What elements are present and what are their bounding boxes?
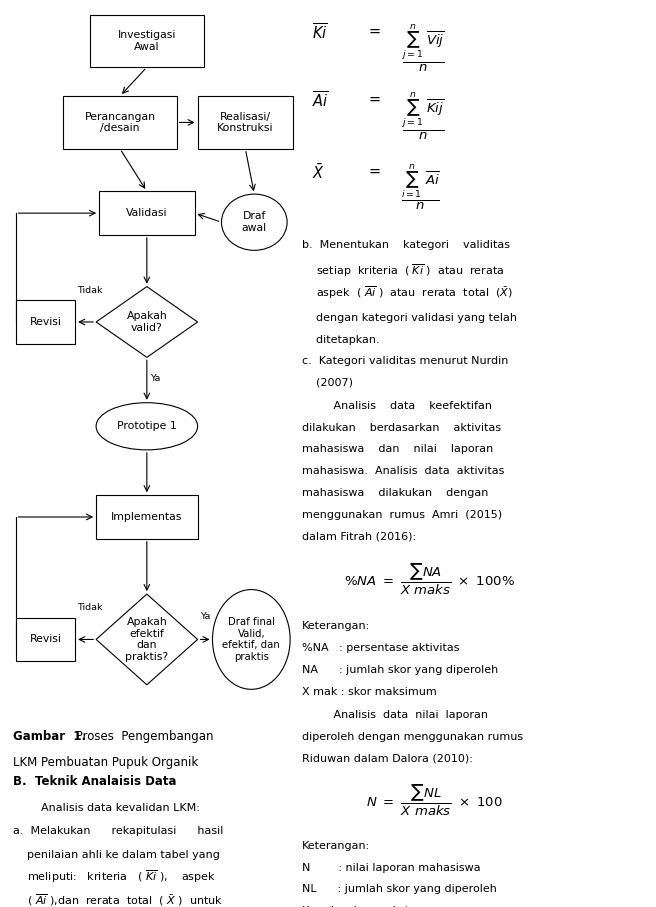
Text: menggunakan  rumus  Amri  (2015): menggunakan rumus Amri (2015) (302, 510, 502, 520)
Text: $=$: $=$ (365, 163, 381, 179)
Text: %NA   : persentase aktivitas: %NA : persentase aktivitas (302, 643, 459, 653)
Text: NA      : jumlah skor yang diperoleh: NA : jumlah skor yang diperoleh (302, 665, 498, 675)
Ellipse shape (222, 194, 287, 250)
Text: (2007): (2007) (302, 377, 353, 387)
Text: $\overline{Ki}$: $\overline{Ki}$ (312, 23, 328, 43)
Text: $\dfrac{\sum_{i=1}^{n}\ \overline{Ai}}{n}$: $\dfrac{\sum_{i=1}^{n}\ \overline{Ai}}{n… (401, 163, 440, 212)
Text: penilaian ahli ke dalam tabel yang: penilaian ahli ke dalam tabel yang (12, 850, 219, 860)
Text: $\bar{X}$: $\bar{X}$ (312, 163, 325, 182)
Text: Apakah
valid?: Apakah valid? (127, 311, 167, 333)
Text: Proses  Pengembangan: Proses Pengembangan (72, 730, 214, 743)
Text: Investigasi
Awal: Investigasi Awal (117, 30, 176, 52)
Text: Perancangan
/desain: Perancangan /desain (85, 112, 155, 133)
Text: Analisis data kevalidan LKM:: Analisis data kevalidan LKM: (12, 803, 199, 813)
Text: Ya: Ya (150, 374, 160, 383)
Text: $=$: $=$ (365, 23, 381, 38)
FancyBboxPatch shape (197, 96, 293, 149)
Text: Validasi: Validasi (126, 208, 167, 219)
Text: X mak : skor maksimum: X mak : skor maksimum (302, 906, 436, 907)
FancyBboxPatch shape (16, 618, 75, 661)
Polygon shape (96, 594, 197, 685)
Text: Keterangan:: Keterangan: (302, 841, 370, 851)
Text: Riduwan dalam Dalora (2010):: Riduwan dalam Dalora (2010): (302, 754, 472, 764)
Text: dengan kategori validasi yang telah: dengan kategori validasi yang telah (302, 313, 517, 323)
Text: B.  Teknik Analaisis Data: B. Teknik Analaisis Data (12, 775, 176, 788)
FancyBboxPatch shape (16, 300, 75, 344)
Text: Implementas: Implementas (111, 512, 182, 522)
Text: ( $\overline{Ai}$ ),dan  rerata  total  ( $\bar{X}$ )  untuk: ( $\overline{Ai}$ ),dan rerata total ( $… (12, 892, 222, 907)
Text: Revisi: Revisi (30, 634, 61, 645)
Text: Ya: Ya (201, 612, 211, 621)
Text: dilakukan    berdasarkan    aktivitas: dilakukan berdasarkan aktivitas (302, 423, 501, 433)
Text: Realisasi/
Konstruksi: Realisasi/ Konstruksi (217, 112, 274, 133)
Text: $\%NA\ =\ \dfrac{\sum NA}{X\ maks}\ \times\ 100\%$: $\%NA\ =\ \dfrac{\sum NA}{X\ maks}\ \tim… (344, 561, 516, 597)
Text: Draf final
Valid,
efektif, dan
praktis: Draf final Valid, efektif, dan praktis (222, 617, 280, 662)
Ellipse shape (213, 590, 290, 689)
FancyBboxPatch shape (99, 191, 195, 235)
Text: Revisi: Revisi (30, 317, 61, 327)
Text: $=$: $=$ (365, 91, 381, 106)
Text: a.  Melakukan      rekapitulasi      hasil: a. Melakukan rekapitulasi hasil (12, 826, 223, 836)
FancyBboxPatch shape (96, 495, 197, 539)
Ellipse shape (96, 403, 197, 450)
Text: Tidak: Tidak (77, 286, 102, 295)
Text: setiap  kriteria  ( $\overline{Ki}$ )  atau  rerata: setiap kriteria ( $\overline{Ki}$ ) atau… (302, 262, 504, 278)
Text: dalam Fitrah (2016):: dalam Fitrah (2016): (302, 532, 416, 541)
Text: $\dfrac{\sum_{j=1}^{n}\ \overline{Kij}}{n}$: $\dfrac{\sum_{j=1}^{n}\ \overline{Kij}}{… (401, 91, 444, 142)
FancyBboxPatch shape (63, 96, 176, 149)
Text: ditetapkan.: ditetapkan. (302, 335, 379, 345)
Text: NL      : jumlah skor yang diperoleh: NL : jumlah skor yang diperoleh (302, 884, 497, 894)
Text: N        : nilai laporan mahasiswa: N : nilai laporan mahasiswa (302, 863, 480, 873)
Polygon shape (96, 287, 197, 357)
FancyBboxPatch shape (90, 15, 203, 67)
Text: Draf
awal: Draf awal (241, 211, 267, 233)
Text: Analisis  data  nilai  laporan: Analisis data nilai laporan (302, 710, 488, 720)
Text: Prototipe 1: Prototipe 1 (117, 421, 176, 432)
Text: diperoleh dengan menggunakan rumus: diperoleh dengan menggunakan rumus (302, 732, 523, 742)
Text: mahasiswa    dilakukan    dengan: mahasiswa dilakukan dengan (302, 488, 488, 498)
Text: X mak : skor maksimum: X mak : skor maksimum (302, 687, 436, 697)
Text: Analisis    data    keefektifan: Analisis data keefektifan (302, 401, 492, 411)
Text: mahasiswa    dan    nilai    laporan: mahasiswa dan nilai laporan (302, 444, 493, 454)
Text: $\dfrac{\sum_{j=1}^{n}\ \overline{Vij}}{n}$: $\dfrac{\sum_{j=1}^{n}\ \overline{Vij}}{… (401, 23, 445, 74)
Text: c.  Kategori validitas menurut Nurdin: c. Kategori validitas menurut Nurdin (302, 356, 508, 366)
Text: b.  Menentukan    kategori    validitas: b. Menentukan kategori validitas (302, 240, 510, 250)
Text: Apakah
efektif
dan
praktis?: Apakah efektif dan praktis? (125, 617, 169, 662)
Text: Tidak: Tidak (77, 603, 102, 612)
Text: $N\ =\ \dfrac{\sum NL}{X\ maks}\ \times\ 100$: $N\ =\ \dfrac{\sum NL}{X\ maks}\ \times\… (365, 783, 502, 818)
Text: mahasiswa.  Analisis  data  aktivitas: mahasiswa. Analisis data aktivitas (302, 466, 504, 476)
Text: Keterangan:: Keterangan: (302, 621, 370, 631)
Text: $\overline{Ai}$: $\overline{Ai}$ (312, 91, 329, 111)
Text: LKM Pembuatan Pupuk Organik: LKM Pembuatan Pupuk Organik (12, 756, 197, 768)
Text: Gambar  1.: Gambar 1. (12, 730, 86, 743)
Text: meliputi:   kriteria   ( $\overline{Ki}$ ),    aspek: meliputi: kriteria ( $\overline{Ki}$ ), … (12, 869, 216, 885)
Text: aspek  ( $\overline{Ai}$ )  atau  rerata  total  ($\bar{X}$): aspek ( $\overline{Ai}$ ) atau rerata to… (302, 284, 512, 300)
